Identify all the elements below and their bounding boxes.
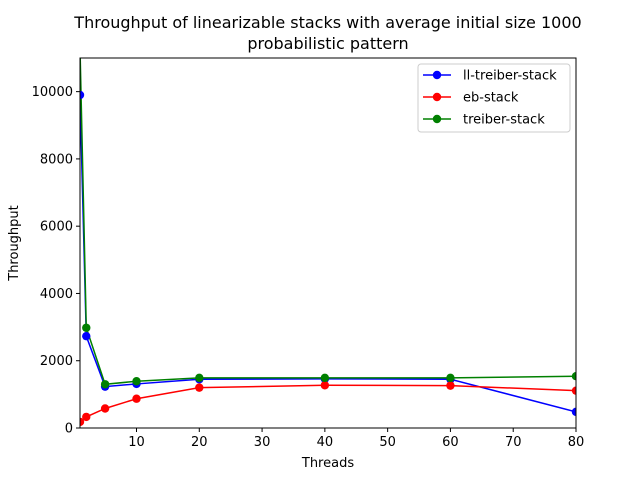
x-tick-label: 40 bbox=[317, 435, 334, 450]
x-tick-label: 30 bbox=[254, 435, 271, 450]
data-point-eb-stack bbox=[571, 386, 576, 395]
y-tick-label: 8000 bbox=[40, 152, 73, 167]
data-point-eb-stack bbox=[80, 417, 85, 427]
chart-title-line-2: probabilistic pattern bbox=[247, 34, 408, 53]
data-point-eb-stack bbox=[82, 412, 91, 422]
legend-box bbox=[417, 63, 571, 133]
x-axis-label: Threads bbox=[301, 456, 354, 471]
legend-label-treiber-stack: treiber-stack bbox=[463, 113, 545, 128]
series-line-ll-treiber-stack bbox=[80, 94, 576, 413]
legend-marker-treiber-stack bbox=[432, 114, 442, 124]
data-point-eb-stack bbox=[132, 394, 141, 403]
x-tick-label: 20 bbox=[191, 435, 208, 450]
plot-area bbox=[80, 58, 576, 427]
legend-marker-eb-stack bbox=[432, 92, 442, 102]
data-point-treiber-stack bbox=[82, 323, 91, 332]
series-group bbox=[80, 58, 576, 427]
data-point-ll-treiber-stack bbox=[82, 331, 91, 341]
data-point-eb-stack bbox=[100, 404, 110, 413]
data-point-treiber-stack bbox=[132, 377, 141, 386]
data-point-ll-treiber-stack bbox=[571, 407, 576, 417]
legend: ll-treiber-stack eb-stack treiber-stack bbox=[417, 63, 571, 133]
data-point-eb-stack bbox=[320, 381, 330, 390]
y-tick-label: 0 bbox=[65, 422, 73, 437]
y-tick-label: 2000 bbox=[40, 354, 73, 369]
data-point-eb-stack bbox=[446, 381, 455, 390]
data-point-eb-stack bbox=[195, 383, 204, 392]
y-tick-label: 4000 bbox=[40, 287, 73, 302]
plot-frame bbox=[79, 57, 577, 429]
data-point-treiber-stack bbox=[195, 373, 204, 383]
y-tick-label: 6000 bbox=[40, 220, 73, 235]
y-axis-label: Throughput bbox=[7, 205, 22, 282]
data-point-treiber-stack bbox=[320, 373, 330, 383]
data-point-treiber-stack bbox=[571, 372, 576, 381]
x-tick-label: 50 bbox=[379, 435, 396, 450]
legend-label-ll-treiber-stack: ll-treiber-stack bbox=[463, 69, 557, 84]
x-tick-label: 60 bbox=[442, 435, 459, 450]
y-tick-label: 10000 bbox=[32, 85, 73, 100]
x-tick-label: 10 bbox=[128, 435, 145, 450]
x-tick-label: 70 bbox=[505, 435, 522, 450]
legend-label-eb-stack: eb-stack bbox=[463, 91, 519, 106]
x-tick-label: 80 bbox=[568, 435, 585, 450]
data-point-ll-treiber-stack bbox=[80, 90, 85, 100]
chart-title-line-1: Throughput of linearizable stacks with a… bbox=[73, 13, 581, 32]
data-point-treiber-stack bbox=[446, 373, 455, 383]
legend-marker-ll-treiber-stack bbox=[432, 70, 442, 80]
data-point-treiber-stack bbox=[100, 380, 110, 389]
